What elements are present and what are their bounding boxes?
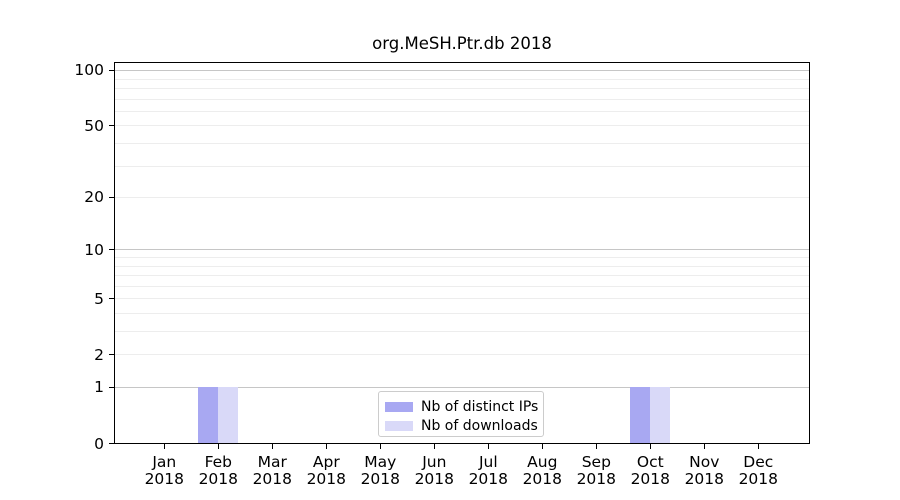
legend-item: Nb of downloads xyxy=(379,416,543,435)
y-gridline xyxy=(115,354,809,356)
legend-swatch xyxy=(385,401,413,412)
x-tick-label: Sep 2018 xyxy=(576,452,617,488)
y-tick xyxy=(108,354,115,356)
bar-distinct-ips xyxy=(198,387,219,444)
bar-distinct-ips xyxy=(630,387,651,444)
y-gridline xyxy=(115,331,809,333)
y-tick xyxy=(108,298,115,300)
bar-downloads xyxy=(218,387,239,444)
x-tick-label: Oct 2018 xyxy=(630,452,671,488)
y-tick xyxy=(108,249,115,251)
x-tick-label: Aug 2018 xyxy=(522,452,563,488)
y-gridline xyxy=(115,125,809,127)
x-tick xyxy=(271,443,273,449)
y-gridline xyxy=(115,165,809,167)
y-gridline xyxy=(115,197,809,199)
x-tick-label: Jan 2018 xyxy=(144,452,185,488)
x-tick xyxy=(163,443,165,449)
y-tick-label: 1 xyxy=(94,378,104,397)
y-gridline xyxy=(115,110,809,112)
y-tick-label: 2 xyxy=(94,345,104,364)
x-tick xyxy=(487,443,489,449)
y-gridline xyxy=(115,143,809,145)
x-tick-label: May 2018 xyxy=(360,452,401,488)
y-tick xyxy=(108,69,115,71)
x-tick-label: Jul 2018 xyxy=(468,452,509,488)
legend-label: Nb of distinct IPs xyxy=(421,398,539,415)
x-tick-label: Jun 2018 xyxy=(414,452,455,488)
y-gridline xyxy=(115,265,809,267)
x-tick xyxy=(649,443,651,449)
y-gridline xyxy=(115,257,809,259)
y-tick xyxy=(108,442,115,445)
legend-label: Nb of downloads xyxy=(421,417,538,434)
y-gridline xyxy=(115,313,809,315)
y-gridline xyxy=(115,88,809,89)
x-tick-label: Nov 2018 xyxy=(684,452,725,488)
y-gridline xyxy=(115,387,809,389)
chart-title: org.MeSH.Ptr.db 2018 xyxy=(372,34,552,53)
y-tick-label: 100 xyxy=(74,61,104,80)
legend-swatch xyxy=(385,420,413,431)
y-tick xyxy=(108,125,115,127)
y-tick-label: 10 xyxy=(84,240,104,259)
y-tick-label: 5 xyxy=(94,289,104,308)
y-tick xyxy=(108,196,115,198)
x-tick-label: Apr 2018 xyxy=(306,452,347,488)
y-gridline xyxy=(115,275,809,277)
plot-area xyxy=(114,62,810,444)
x-tick-label: Feb 2018 xyxy=(198,452,239,488)
y-gridline xyxy=(115,98,809,100)
y-tick-label: 50 xyxy=(84,116,104,135)
x-tick xyxy=(325,443,327,449)
y-gridline xyxy=(115,78,809,80)
y-tick xyxy=(108,386,115,389)
y-tick-label: 0 xyxy=(94,434,104,453)
y-gridline xyxy=(115,249,809,251)
x-tick xyxy=(757,443,759,449)
x-tick xyxy=(595,443,597,449)
x-tick-label: Dec 2018 xyxy=(738,452,779,488)
legend: Nb of distinct IPs Nb of downloads xyxy=(378,391,544,437)
y-gridline xyxy=(115,70,809,72)
x-tick xyxy=(433,443,435,449)
x-tick xyxy=(379,443,381,449)
bar-downloads xyxy=(650,387,671,444)
y-gridline xyxy=(115,285,809,287)
x-tick xyxy=(703,443,705,449)
x-tick xyxy=(217,443,219,449)
y-gridline xyxy=(115,298,809,300)
legend-item: Nb of distinct IPs xyxy=(379,397,543,416)
x-tick xyxy=(541,443,543,449)
y-tick-label: 20 xyxy=(84,188,104,207)
x-tick-label: Mar 2018 xyxy=(252,452,293,488)
